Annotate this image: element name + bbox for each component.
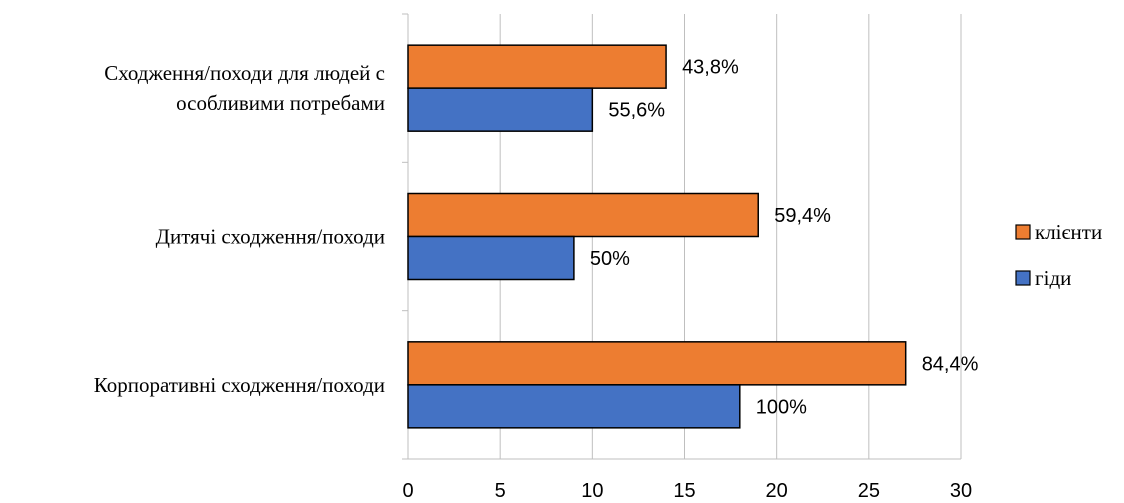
x-tick-label: 5 xyxy=(495,480,506,502)
legend-label: клієнти xyxy=(1035,220,1102,244)
x-tick-label: 30 xyxy=(950,480,972,502)
x-tick-label: 20 xyxy=(766,480,788,502)
data-label: 100% xyxy=(756,396,807,418)
data-label: 50% xyxy=(590,248,630,270)
bar xyxy=(407,341,907,386)
x-tick-label: 10 xyxy=(581,480,603,502)
bar xyxy=(407,384,741,429)
data-label: 59,4% xyxy=(774,205,831,227)
bar xyxy=(407,87,594,132)
data-label: 55,6% xyxy=(608,100,665,122)
x-tick-label: 15 xyxy=(673,480,695,502)
category-label: особливими потребами xyxy=(176,91,385,115)
data-label: 84,4% xyxy=(922,353,979,375)
category-label: Сходження/походи для людей с xyxy=(104,61,385,85)
bars xyxy=(407,44,907,429)
category-label: Корпоративні сходження/походи xyxy=(94,373,385,397)
legend-swatch xyxy=(1015,270,1031,286)
data-label: 43,8% xyxy=(682,57,739,79)
x-tick-labels: 0 5 10 15 20 25 30 xyxy=(402,480,972,502)
legend: клієнти гіди xyxy=(1015,220,1102,290)
category-label: Дитячі сходження/походи xyxy=(156,225,385,249)
legend-swatch xyxy=(1015,224,1031,240)
category-labels: Сходження/походи для людей с особливими п… xyxy=(94,61,385,397)
x-tick-label: 0 xyxy=(402,480,413,502)
data-labels: 43,8% 55,6% 59,4% 50% 84,4% 100% xyxy=(590,57,979,419)
bar xyxy=(407,44,667,89)
legend-label: гіди xyxy=(1035,266,1071,290)
x-tick-label: 25 xyxy=(858,480,880,502)
bar xyxy=(407,192,759,238)
bar xyxy=(407,235,575,281)
